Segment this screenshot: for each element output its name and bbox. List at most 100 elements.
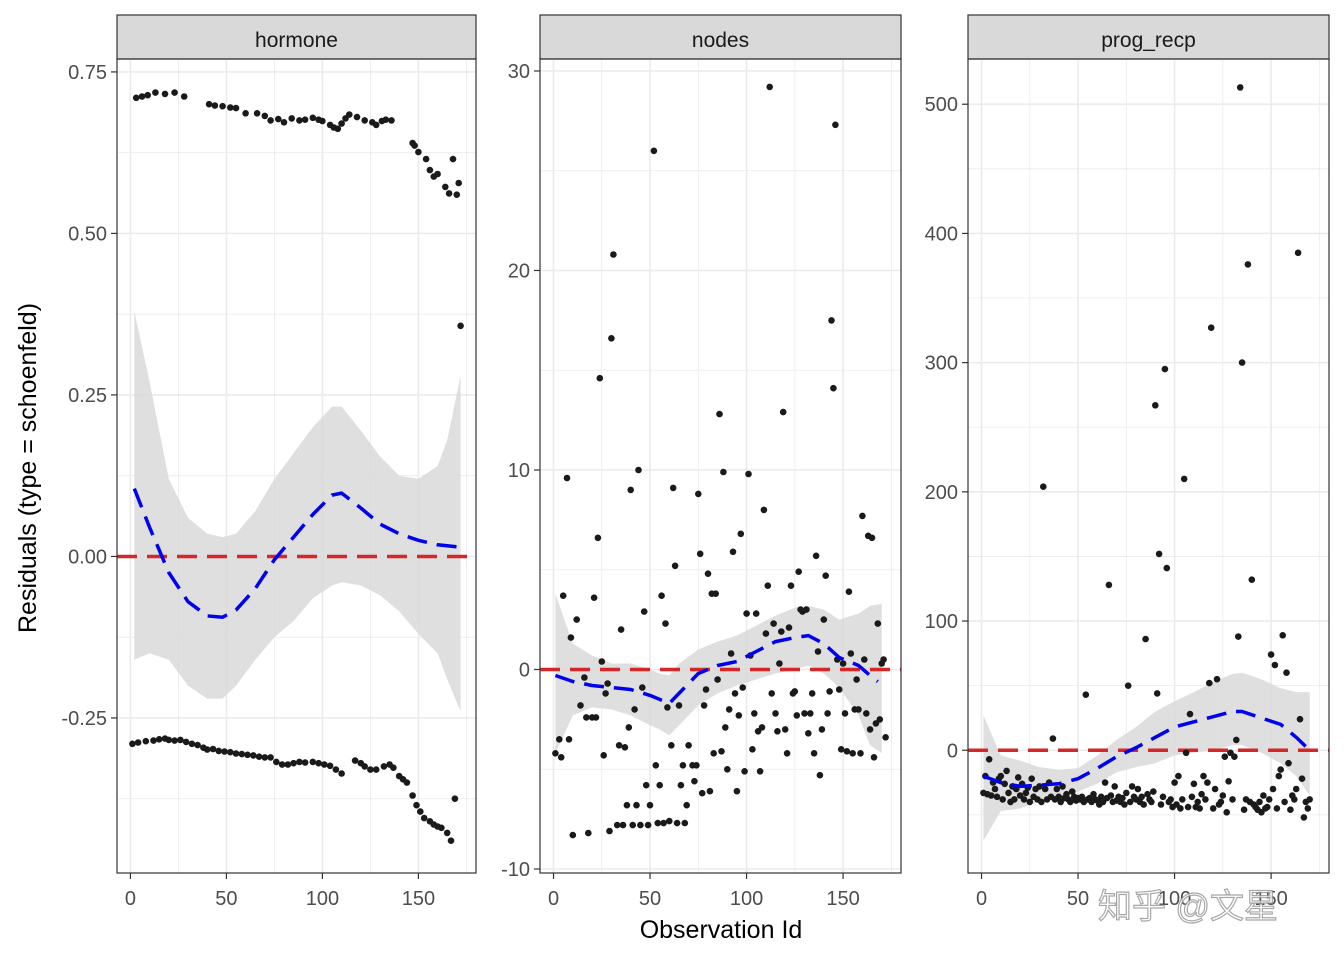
data-point <box>422 155 430 163</box>
data-point <box>640 608 648 615</box>
data-point <box>165 736 173 744</box>
data-point <box>447 837 455 844</box>
data-point <box>866 726 874 733</box>
data-point <box>1014 774 1022 781</box>
y-tick-label: -0.25 <box>61 708 107 730</box>
data-point <box>706 787 714 795</box>
y-tick-label: 20 <box>508 260 530 282</box>
data-point <box>760 506 768 514</box>
data-point <box>1260 792 1267 799</box>
data-point <box>267 117 274 124</box>
y-tick-label: 0.25 <box>68 385 107 407</box>
data-point <box>718 748 725 755</box>
x-tick-label: 100 <box>1158 888 1191 910</box>
strip-label-hormone: hormone <box>255 29 338 52</box>
data-point <box>993 793 1001 801</box>
data-point <box>457 322 464 330</box>
data-point <box>138 93 146 100</box>
data-point <box>985 756 993 763</box>
data-point <box>855 706 862 713</box>
x-tick-label: 100 <box>730 888 763 910</box>
smooth-prog-recp <box>982 709 1311 789</box>
data-point <box>702 686 710 693</box>
data-point <box>1152 402 1159 409</box>
x-tick-label: 100 <box>306 888 339 910</box>
data-point <box>1240 806 1248 813</box>
data-point <box>696 550 704 558</box>
data-point <box>1236 84 1244 91</box>
data-point <box>1105 581 1113 589</box>
data-point <box>999 796 1006 803</box>
y-tick-label: 100 <box>925 611 958 633</box>
data-point <box>1068 788 1076 795</box>
data-point <box>673 819 681 827</box>
data-point <box>710 750 717 757</box>
data-point <box>1298 775 1306 782</box>
data-point <box>1287 806 1294 813</box>
data-point <box>863 710 870 717</box>
data-point <box>380 763 388 770</box>
smooth-curve <box>132 487 457 619</box>
data-point <box>722 724 729 731</box>
data-point <box>280 119 288 126</box>
data-point <box>382 116 390 123</box>
data-point <box>805 730 812 737</box>
data-point <box>857 750 864 757</box>
data-point <box>203 746 211 753</box>
data-point <box>1144 790 1151 798</box>
data-point <box>1167 796 1174 803</box>
data-point <box>1300 814 1308 821</box>
data-point <box>1190 780 1198 788</box>
panel-hormone: hormone 0 50 100 150 0.75 0.50 0.25 0.00 -0.25 <box>61 14 477 910</box>
data-point <box>319 117 326 125</box>
data-point <box>835 686 843 693</box>
data-point <box>1036 783 1043 790</box>
data-point <box>639 684 646 691</box>
y-tick-label: 0.50 <box>68 223 107 245</box>
watermark: 知乎 @文星 <box>1098 888 1278 926</box>
x-tick-label: 0 <box>548 888 559 910</box>
data-point <box>1202 796 1209 803</box>
data-point <box>808 690 816 697</box>
strip-hormone <box>116 14 477 60</box>
data-point <box>1049 735 1057 742</box>
data-point <box>227 104 234 111</box>
data-point <box>758 724 766 731</box>
x-tick-label: 150 <box>1254 888 1287 910</box>
x-tick-label: 0 <box>125 888 136 910</box>
data-point <box>602 690 609 697</box>
data-point <box>334 125 342 133</box>
data-point <box>1005 789 1012 797</box>
data-point <box>1217 798 1225 806</box>
data-point <box>1186 710 1194 718</box>
panel-border-hormone <box>116 58 477 874</box>
data-point <box>1233 736 1240 744</box>
data-point <box>658 592 665 599</box>
data-point <box>876 716 884 723</box>
data-point <box>598 658 606 665</box>
data-point <box>783 750 791 757</box>
data-point <box>134 739 142 746</box>
data-point <box>1194 798 1201 806</box>
data-point <box>1022 789 1030 797</box>
data-point <box>559 592 567 599</box>
data-point <box>205 100 213 108</box>
data-point <box>581 674 588 681</box>
data-point <box>194 741 201 749</box>
y-tick-label: 0.00 <box>68 546 107 568</box>
x-tick-label: 150 <box>826 888 859 910</box>
data-point <box>1235 633 1242 640</box>
data-point <box>449 155 457 163</box>
data-point <box>1055 793 1062 801</box>
data-point <box>615 742 623 749</box>
points-nodes <box>552 83 889 839</box>
grid-nodes <box>540 59 901 873</box>
data-point <box>768 690 775 697</box>
data-point <box>1041 785 1049 793</box>
smooth-hormone <box>132 487 457 619</box>
data-point <box>735 712 743 719</box>
data-point <box>677 781 685 789</box>
data-point <box>1263 803 1271 811</box>
data-point <box>1020 796 1028 803</box>
data-point <box>731 690 739 697</box>
